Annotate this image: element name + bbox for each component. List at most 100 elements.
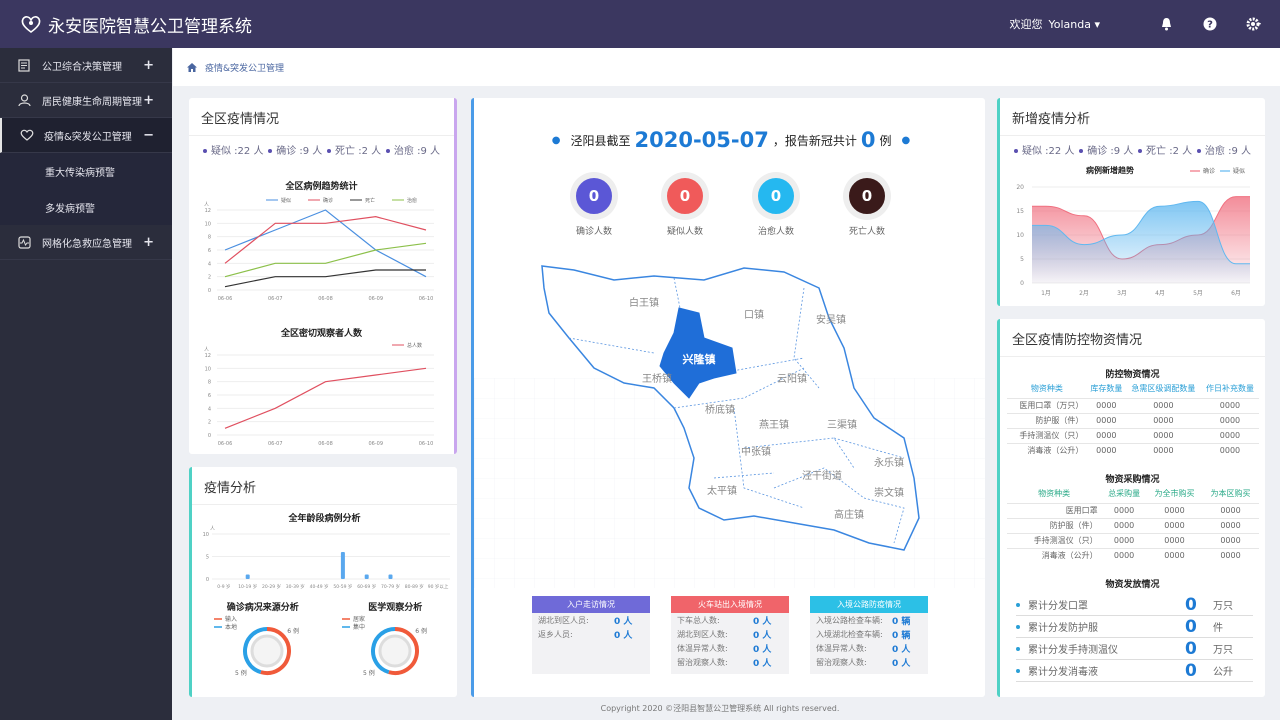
info-value: 0 人 (753, 644, 772, 655)
series-line-治愈 (224, 242, 427, 278)
info-key: 体温异常人数: (677, 643, 728, 653)
y-tick-label: 15 (1016, 208, 1024, 215)
table-cell: 防护服（件） (1006, 412, 1088, 428)
stat-confirmed: 确诊 :9 人 (268, 142, 322, 157)
info-value: 0 辆 (892, 616, 911, 627)
x-tick-label: 2月 (1079, 290, 1089, 297)
distribution-value: 0 (1185, 638, 1197, 659)
heart-icon (20, 128, 34, 142)
supplies-purchase-table: 物资种类 总采购量 为全市购买 为本区购买 医用口罩 0000 0000 0000 防护服（件）… (1006, 485, 1259, 563)
series-line-确诊 (224, 216, 427, 264)
sidebar-item-lifecycle[interactable]: 居民健康生命周期管理 + (0, 83, 172, 118)
sidebar-item-emergency[interactable]: 网格化急救应急管理 + (0, 225, 172, 260)
new-cases-panel: 新增疫情分析 疑似 :22 人 确诊 :9 人 死亡 :2 人 治愈 :9 人 … (997, 98, 1265, 306)
table-row: 手持测温仪（只） 0000 0000 0000 (1006, 427, 1259, 443)
town-label: 三渠镇 (827, 418, 857, 431)
highlighted-town (659, 307, 737, 399)
table-cell: 消毒液（公升） (1006, 442, 1088, 458)
pie-center (250, 634, 284, 668)
stat-dead: 死亡 :2 人 (327, 142, 381, 157)
user-icon (18, 93, 32, 107)
stat-circle-label: 确诊人数 (575, 227, 612, 237)
gear-icon[interactable] (1246, 16, 1262, 32)
chart-title: 全区密切观察者人数 (280, 329, 362, 339)
x-tick-label: 80-89 岁 (405, 583, 424, 590)
town-label: 高庄镇 (834, 508, 864, 521)
info-row: 体温异常人数: 0 人 (671, 641, 789, 655)
sidebar-item-decision[interactable]: 公卫综合决策管理 + (0, 48, 172, 83)
table-cell: 消毒液（公升） (1006, 547, 1102, 563)
y-tick-label: 0 (1020, 280, 1024, 287)
distribution-label: 累计分发防护服 (1028, 623, 1098, 634)
x-tick-label: 6月 (1231, 290, 1241, 297)
series-line-死亡 (224, 269, 426, 288)
sidebar: 公卫综合决策管理 + 居民健康生命周期管理 + 疫情&突发公卫管理 − 重大传染… (0, 48, 172, 720)
collapse-icon[interactable]: − (143, 127, 154, 143)
breadcrumb-current[interactable]: 疫情&突发公卫管理 (205, 63, 285, 74)
help-icon[interactable]: ? (1202, 16, 1218, 32)
district-epidemic-panel: 全区疫情情况 疑似 :22 人 确诊 :9 人 死亡 :2 人 治愈 :9 人 … (189, 98, 457, 454)
bar (388, 574, 393, 579)
panel-title: 全区疫情防控物资情况 (1000, 319, 1265, 357)
expand-icon[interactable]: + (143, 57, 154, 73)
expand-icon[interactable]: + (143, 234, 154, 250)
map-panel: ● 泾阳县截至 2020-05-07 ，报告新冠共计 0 例 ● 0 确诊人数 0 疑… (471, 98, 988, 697)
y-axis-label: 人 (204, 202, 209, 208)
panel-title: 全区疫情情况 (189, 98, 454, 136)
legend-label: 疑似 (281, 197, 291, 204)
table-header: 为本区购买 (1210, 489, 1251, 499)
user-menu[interactable]: Yolanda ▾ (1048, 17, 1100, 31)
y-tick-label: 2 (208, 420, 211, 426)
table-cell: 0000 (1201, 397, 1259, 413)
table-cell: 0000 (1101, 502, 1147, 518)
town-border (793, 287, 820, 389)
town-border (833, 437, 905, 459)
info-row: 湖北到区人员: 0 人 (532, 613, 650, 627)
distribution-label: 累计分发消毒液 (1028, 667, 1098, 678)
info-value: 0 人 (753, 658, 772, 669)
y-tick-label: 4 (208, 261, 211, 267)
sidebar-subitem-infectious-warning[interactable]: 重大传染病预警 (0, 153, 172, 189)
town-label: 中张镇 (741, 445, 771, 458)
town-label: 桥底镇 (705, 403, 735, 416)
headline-mid: ，报告新冠共计 (772, 133, 857, 148)
table-cell: 0000 (1146, 532, 1203, 548)
distribution-row: 累计分发手持测温仪 0 万只 (1016, 638, 1253, 660)
sidebar-item-label: 公卫综合决策管理 (42, 61, 122, 73)
distribution-value: 0 (1185, 594, 1197, 615)
pie-label: 6 例 (287, 627, 299, 635)
document-icon (18, 58, 32, 72)
town-label: 白王镇 (629, 296, 659, 309)
y-tick-label: 12 (205, 353, 211, 359)
app-logo[interactable]: 永安医院智慧公卫管理系统 (20, 12, 252, 37)
town-label: 兴隆镇 (683, 352, 716, 366)
distribution-label: 累计分发口罩 (1028, 601, 1088, 612)
bar (364, 574, 369, 579)
table-cell: 0000 (1146, 502, 1203, 518)
table-cell: 0000 (1101, 547, 1147, 563)
expand-icon[interactable]: + (143, 92, 154, 108)
observation-line-chart: 人 0 2 4 6 8 10 12 06-06 06-07 06-08 06-09 06-10 总人数 (204, 342, 434, 447)
bell-icon[interactable] (1158, 16, 1174, 32)
info-value: 0 人 (753, 630, 772, 641)
table-header: 库存数量 (1090, 384, 1123, 394)
pie-center (378, 634, 412, 668)
stat-confirmed: 确诊 :9 人 (1079, 142, 1133, 157)
y-tick-label: 10 (1016, 232, 1024, 239)
stat-circle-value: 0 (663, 174, 707, 218)
y-tick-label: 0 (208, 288, 211, 294)
table-title: 物资发放情况 (1105, 580, 1160, 590)
info-value: 0 人 (892, 644, 911, 655)
x-tick-label: 10-19 岁 (238, 583, 257, 590)
stat-dead: 死亡 :2 人 (1138, 142, 1192, 157)
sidebar-subitem-common-disease-warning[interactable]: 多发病预警 (0, 189, 172, 225)
town-border (733, 407, 805, 509)
table-header: 物资种类 (1038, 489, 1071, 499)
x-tick-label: 60-69 岁 (357, 583, 376, 590)
home-icon[interactable] (187, 62, 197, 72)
info-key: 下车总人数: (677, 615, 720, 625)
sidebar-item-epidemic[interactable]: 疫情&突发公卫管理 − (0, 118, 172, 153)
table-cell: 防护服（件） (1006, 517, 1102, 533)
stat-cured: 治愈 :9 人 (386, 142, 440, 157)
bar (340, 552, 345, 579)
